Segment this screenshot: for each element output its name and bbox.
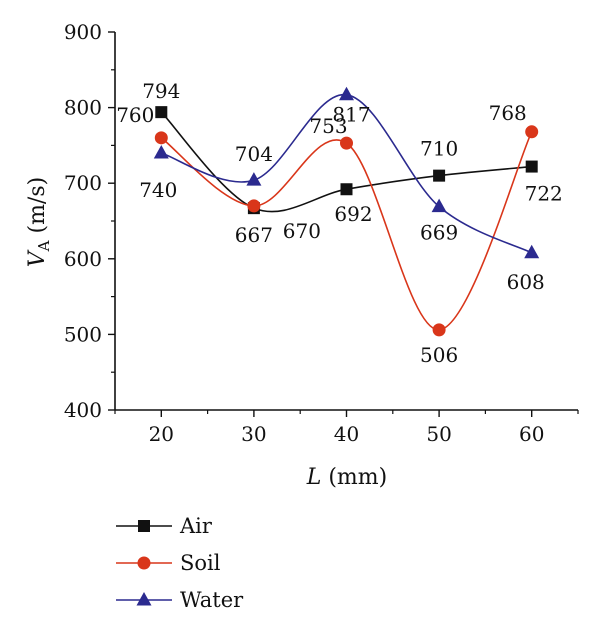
axes: 20 30 40 50 60 400 500 600 700 800 900 xyxy=(64,20,579,446)
air-data-label: 710 xyxy=(420,137,458,161)
water-data-label: 669 xyxy=(420,221,458,245)
water-data-label: 817 xyxy=(332,103,370,127)
legend-water-marker xyxy=(136,592,152,606)
water-marker xyxy=(339,86,354,101)
water-data-label: 704 xyxy=(235,142,273,166)
y-tick-label: 700 xyxy=(64,171,102,195)
y-axis-variable: V xyxy=(25,249,50,267)
soil-marker xyxy=(247,199,261,213)
y-axis-subscript: A xyxy=(35,240,53,252)
x-tick-label: 30 xyxy=(241,422,266,446)
air-data-label: 667 xyxy=(235,223,273,247)
legend-soil-label: Soil xyxy=(180,551,221,575)
soil-line xyxy=(160,131,533,331)
soil-marker xyxy=(340,136,353,150)
x-axis-variable: L xyxy=(306,465,322,490)
air-data-label: 692 xyxy=(334,202,372,226)
water-marker xyxy=(153,144,169,159)
y-tick-label: 500 xyxy=(64,322,102,346)
y-tick-label: 400 xyxy=(64,398,102,422)
water-marker xyxy=(524,244,540,259)
y-axis-title: VA (m/s) xyxy=(25,177,53,267)
markers xyxy=(153,86,540,337)
x-tick-label: 50 xyxy=(426,422,451,446)
legend-air-label: Air xyxy=(179,514,213,538)
legend-air-marker xyxy=(138,520,150,532)
soil-data-label: 753 xyxy=(309,114,347,138)
air-marker xyxy=(155,106,168,119)
legend-water-label: Water xyxy=(180,588,244,612)
soil-data-label: 768 xyxy=(489,101,527,125)
y-tick-label: 900 xyxy=(64,20,102,44)
y-axis-unit: (m/s) xyxy=(25,177,50,241)
y-tick-label: 600 xyxy=(64,247,102,271)
legend-soil-marker xyxy=(137,556,151,570)
soil-data-label: 506 xyxy=(420,343,458,367)
soil-marker xyxy=(154,131,168,145)
water-marker xyxy=(246,172,262,186)
x-axis-unit: (mm) xyxy=(321,465,387,490)
water-data-label: 740 xyxy=(139,178,177,202)
air-marker xyxy=(525,160,538,173)
soil-marker xyxy=(525,125,539,139)
water-data-label: 608 xyxy=(507,270,545,294)
x-tick-label: 40 xyxy=(334,422,359,446)
air-data-label: 794 xyxy=(142,79,180,103)
y-tick-label: 800 xyxy=(64,96,102,120)
air-marker xyxy=(340,183,353,196)
legend: Air Soil Water xyxy=(116,514,244,612)
soil-data-label: 760 xyxy=(116,103,154,127)
air-marker xyxy=(433,169,446,182)
x-tick-label: 60 xyxy=(519,422,544,446)
data-labels: 794 667 692 710 722 760 670 753 506 768 740 704 817 6… xyxy=(116,79,563,367)
soil-marker xyxy=(432,323,446,337)
x-tick-label: 20 xyxy=(149,422,174,446)
x-axis-title: L (mm) xyxy=(306,465,388,490)
soil-data-label: 670 xyxy=(283,219,321,243)
water-marker xyxy=(431,198,447,213)
air-data-label: 722 xyxy=(525,182,563,206)
